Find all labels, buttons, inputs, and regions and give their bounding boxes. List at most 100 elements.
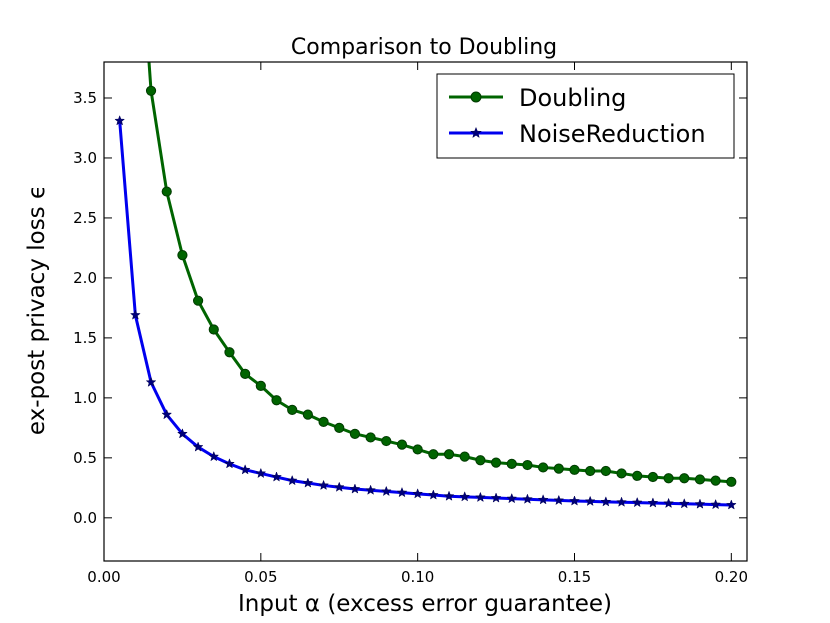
data-point-noisereduction	[710, 498, 722, 510]
data-point-noisereduction	[286, 474, 298, 486]
data-point-noisereduction	[192, 441, 204, 452]
data-point-doubling	[318, 416, 329, 427]
data-point-noisereduction	[443, 490, 455, 501]
y-axis-label: ex-post privacy loss ϵ	[24, 185, 50, 435]
data-point-doubling	[632, 470, 643, 481]
data-point-doubling	[381, 435, 392, 447]
data-point-doubling	[145, 85, 157, 96]
y-tick-label: 1.5	[73, 329, 97, 347]
data-point-noisereduction	[521, 493, 533, 504]
data-point-noisereduction	[600, 496, 612, 507]
data-point-doubling	[208, 324, 219, 335]
data-point-noisereduction	[459, 491, 471, 502]
data-point-doubling	[475, 455, 486, 466]
data-point-noisereduction	[271, 471, 282, 482]
data-point-noisereduction	[412, 488, 424, 499]
y-tick-label: 3.0	[73, 149, 97, 167]
data-point-noisereduction	[427, 489, 439, 500]
data-point-noisereduction	[255, 467, 267, 479]
x-tick-label: 0.00	[87, 568, 120, 586]
data-point-doubling	[255, 380, 266, 391]
data-point-doubling	[538, 462, 549, 473]
data-point-noisereduction	[145, 376, 157, 387]
data-point-doubling	[271, 395, 282, 406]
data-point-doubling	[443, 449, 455, 460]
chart-title: Comparison to Doubling	[291, 35, 557, 60]
data-point-noisereduction	[365, 484, 377, 495]
data-point-noisereduction	[129, 309, 141, 320]
data-point-noisereduction	[553, 494, 565, 506]
data-point-doubling	[553, 463, 564, 474]
data-point-noisereduction	[616, 496, 627, 507]
data-point-doubling	[490, 457, 502, 468]
data-point-noisereduction	[349, 483, 361, 494]
series-line-noisereduction	[118, 120, 732, 507]
y-tick-label: 2.5	[73, 209, 97, 227]
data-point-noisereduction	[176, 428, 188, 439]
data-point-noisereduction	[333, 481, 345, 492]
data-point-noisereduction	[380, 485, 392, 497]
data-point-doubling	[412, 444, 423, 455]
data-point-doubling	[365, 432, 376, 443]
data-point-noisereduction	[224, 458, 235, 469]
data-point-noisereduction	[474, 491, 486, 503]
data-point-noisereduction	[490, 492, 502, 503]
data-point-noisereduction	[631, 496, 643, 508]
data-point-doubling	[396, 439, 408, 450]
data-point-doubling	[647, 471, 659, 483]
data-point-doubling	[428, 449, 439, 460]
data-point-doubling	[161, 186, 172, 197]
data-point-doubling	[192, 295, 204, 306]
data-point-doubling	[726, 476, 737, 487]
data-point-noisereduction	[647, 497, 659, 508]
data-point-doubling	[177, 250, 188, 261]
x-axis-label: Input α (excess error guarantee)	[238, 591, 612, 617]
plot-frame	[103, 61, 748, 562]
y-tick-label: 0.5	[73, 449, 97, 467]
series-layer	[114, 62, 737, 510]
x-tick-label: 0.05	[244, 568, 277, 586]
x-tick-label: 0.15	[558, 568, 591, 586]
data-point-noisereduction	[678, 498, 690, 509]
data-point-doubling	[349, 428, 361, 439]
data-point-doubling	[663, 473, 674, 484]
legend-marker-doubling	[470, 91, 482, 103]
y-tick-label: 0.0	[73, 509, 97, 527]
data-point-noisereduction	[584, 495, 596, 507]
data-point-noisereduction	[537, 494, 549, 505]
data-point-noisereduction	[396, 486, 408, 498]
y-tick-label: 1.0	[73, 389, 97, 407]
data-point-noisereduction	[239, 464, 251, 475]
data-point-noisereduction	[114, 115, 126, 126]
data-point-doubling	[679, 473, 690, 484]
data-point-doubling	[240, 368, 251, 379]
data-point-doubling	[585, 465, 596, 477]
legend: Doubling NoiseReduction	[436, 73, 735, 159]
data-point-noisereduction	[725, 499, 737, 510]
y-tick-label: 3.5	[73, 89, 97, 107]
y-tick-label: 2.0	[73, 269, 97, 287]
data-point-doubling	[224, 347, 235, 358]
x-tick-label: 0.10	[401, 568, 434, 586]
data-point-noisereduction	[318, 479, 329, 491]
data-point-noisereduction	[506, 492, 518, 504]
legend-box	[436, 73, 735, 159]
data-point-noisereduction	[569, 495, 580, 506]
data-point-noisereduction	[302, 477, 314, 488]
data-point-noisereduction	[694, 498, 706, 509]
data-point-doubling	[600, 465, 611, 477]
data-point-doubling	[694, 474, 706, 485]
data-point-doubling	[710, 475, 721, 486]
data-point-noisereduction	[208, 450, 220, 462]
data-point-doubling	[287, 404, 298, 415]
data-point-doubling	[506, 458, 517, 469]
data-point-doubling	[334, 422, 345, 433]
legend-label-noisereduction: NoiseReduction	[519, 120, 706, 148]
x-tick-label: 0.20	[715, 568, 748, 586]
legend-label-doubling: Doubling	[519, 84, 626, 112]
data-point-doubling	[569, 464, 580, 475]
legend-marker-noisereduction	[470, 126, 482, 139]
data-point-doubling	[616, 468, 627, 479]
data-point-doubling	[459, 451, 470, 462]
data-point-doubling	[302, 409, 313, 420]
